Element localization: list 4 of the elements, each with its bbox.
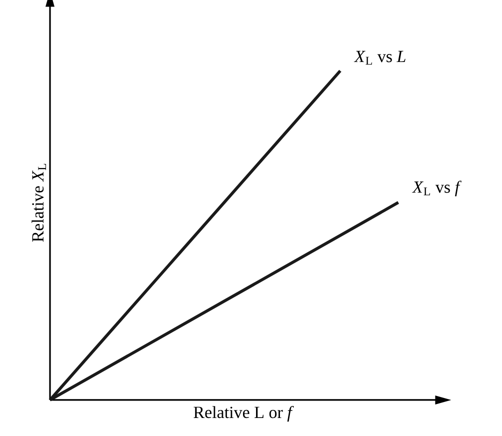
x-axis-title: Relative L or f <box>194 406 294 422</box>
series-label: X$_{L}$ vs L <box>354 50 406 65</box>
series-label: X$_{L}$ vs f <box>412 180 462 196</box>
y-axis-title: Relative X$_{L}$ <box>32 164 46 242</box>
